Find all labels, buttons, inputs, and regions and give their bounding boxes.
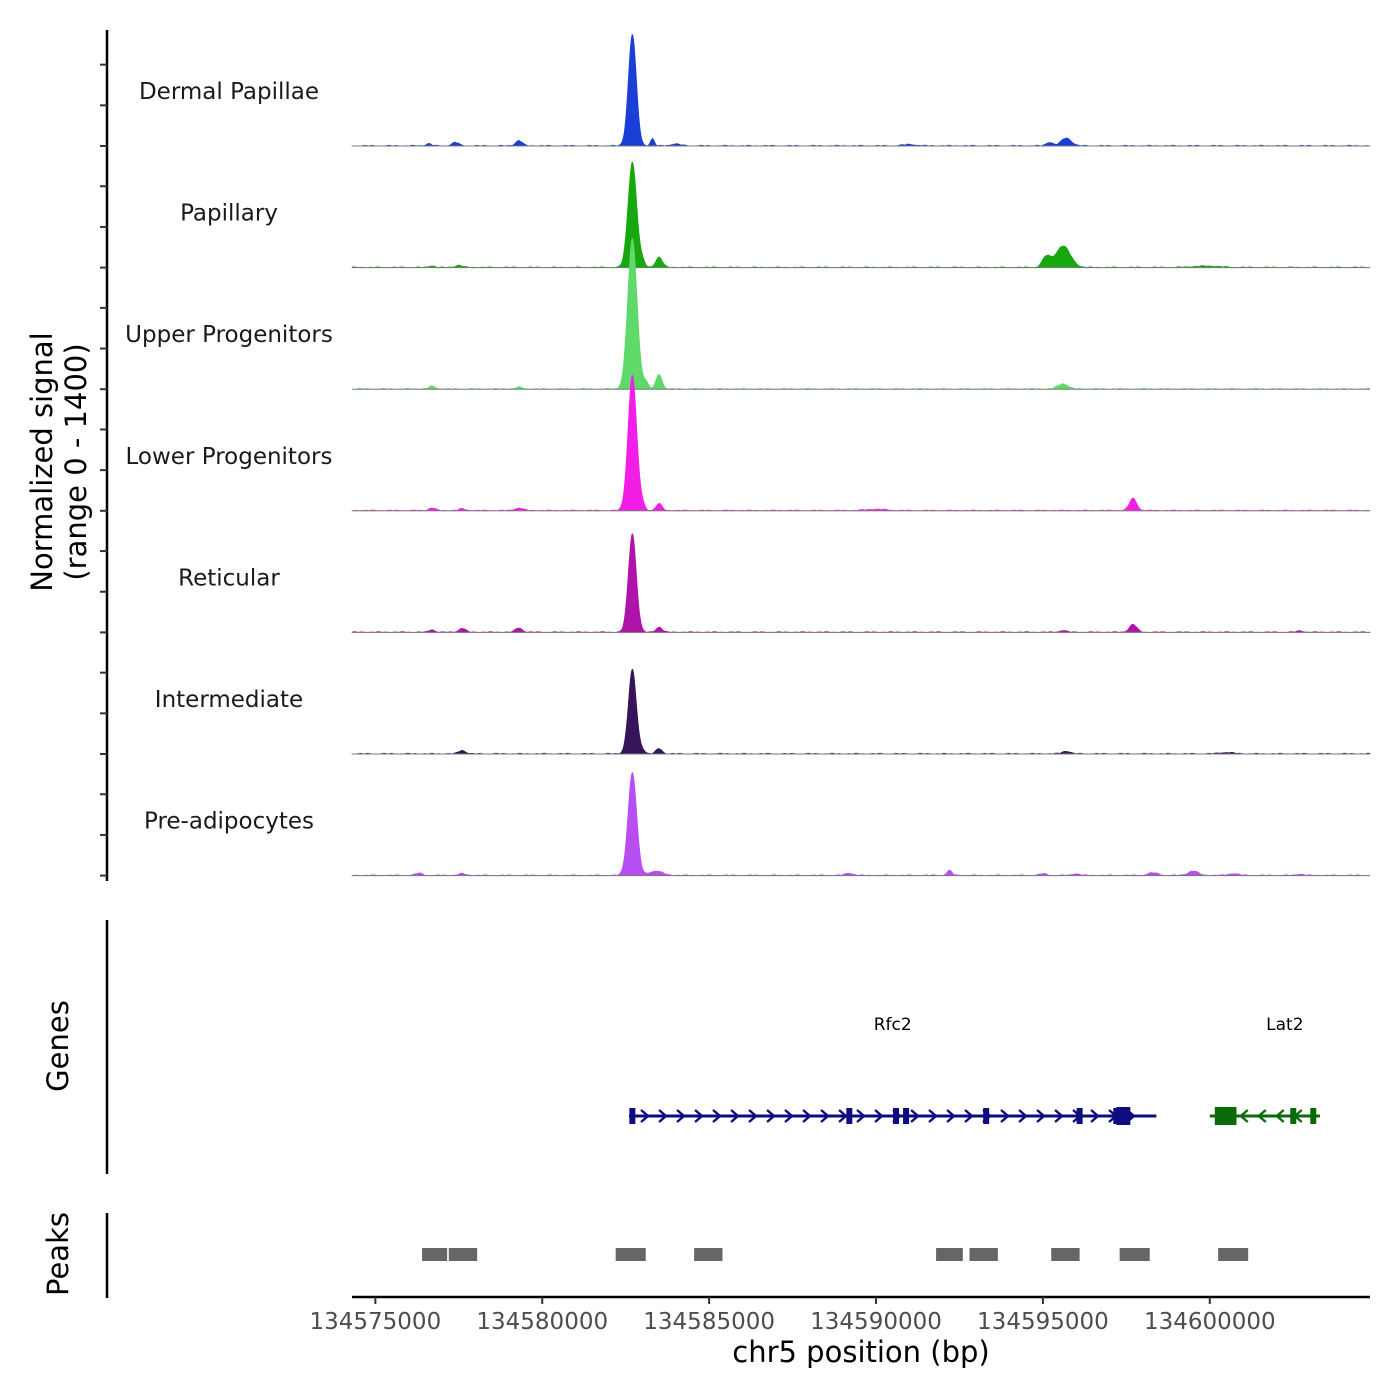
x-tick-label: 134590000 [810, 1309, 942, 1335]
genes-title-group: Genes [41, 1000, 75, 1092]
x-tick-label: 134585000 [643, 1309, 775, 1335]
genes-panel-title: Genes [41, 1000, 75, 1092]
x-tick-label: 134595000 [977, 1309, 1109, 1335]
strand-arrow [766, 1109, 776, 1123]
coverage-area [351, 533, 1371, 633]
track-label: Pre-adipocytes [144, 809, 314, 835]
coverage-tracks: Dermal Papillae Papillary Upper Progenitor… [125, 34, 1371, 877]
peak-region [1051, 1248, 1080, 1261]
strand-arrow [928, 1109, 938, 1123]
strand-arrow [1018, 1109, 1028, 1123]
strand-arrow [802, 1109, 812, 1123]
strand-arrow [748, 1109, 758, 1123]
track-label: Lower Progenitors [126, 444, 333, 470]
coverage-area [351, 34, 1371, 147]
peaks-panel-title: Peaks [41, 1212, 75, 1296]
strand-arrow [1274, 1109, 1285, 1123]
x-axis-title: chr5 position (bp) [732, 1335, 989, 1369]
gene-annotations: Rfc2 Lat2 [629, 1015, 1320, 1125]
strand-arrow [694, 1109, 704, 1123]
track-7: Pre-adipocytes [144, 772, 1371, 877]
strand-arrow [1054, 1109, 1064, 1123]
coverage-area [351, 772, 1371, 876]
strand-arrow [658, 1109, 668, 1123]
strand-arrow [874, 1109, 884, 1123]
track-1: Dermal Papillae [139, 34, 1371, 147]
x-axis: 134575000 134580000 134585000 134590000 1345… [310, 1297, 1276, 1335]
y-axis-ticks [100, 63, 107, 877]
exon-block [1214, 1107, 1237, 1125]
strand-arrow [640, 1109, 650, 1123]
peak-regions [422, 1248, 1249, 1261]
gene-label: Rfc2 [874, 1015, 912, 1035]
exon [629, 1108, 636, 1124]
x-tick-label: 134600000 [1144, 1309, 1276, 1335]
x-tick-label: 134580000 [476, 1309, 608, 1335]
track-label: Upper Progenitors [125, 322, 333, 348]
track-label: Papillary [180, 201, 278, 227]
track-2: Papillary [180, 161, 1371, 269]
y-axis-range: (range 0 - 1400) [59, 343, 93, 580]
track-4: Lower Progenitors [126, 374, 1371, 512]
track-3: Upper Progenitors [125, 237, 1371, 390]
exon [1310, 1108, 1317, 1124]
peak-region [1119, 1248, 1150, 1261]
strand-arrow [784, 1109, 794, 1123]
track-label: Reticular [178, 565, 280, 591]
exon [1290, 1108, 1297, 1124]
coverage-area [351, 237, 1371, 390]
strand-arrow [1036, 1109, 1046, 1123]
peak-region [448, 1248, 478, 1261]
gene-lat2: Lat2 [1209, 1015, 1320, 1125]
strand-arrow [1000, 1109, 1010, 1123]
exon [903, 1108, 910, 1124]
y-axis-title-group: Normalized signal (range 0 - 1400) [25, 332, 93, 591]
strand-arrow [946, 1109, 956, 1123]
peak-region [422, 1248, 448, 1261]
exon [893, 1108, 900, 1124]
strand-arrow [856, 1109, 866, 1123]
track-5: Reticular [178, 533, 1371, 633]
track-label: Dermal Papillae [139, 79, 319, 105]
track-label: Intermediate [155, 687, 303, 713]
strand-arrow [712, 1109, 722, 1123]
exon [846, 1108, 853, 1124]
strand-arrow [730, 1109, 740, 1123]
exon [983, 1108, 990, 1124]
track-6: Intermediate [155, 668, 1371, 755]
strand-arrow [1090, 1109, 1100, 1123]
gene-label: Lat2 [1266, 1015, 1303, 1035]
strand-arrow [910, 1109, 920, 1123]
peak-region [969, 1248, 998, 1261]
strand-arrow [838, 1109, 848, 1123]
peak-region [936, 1248, 963, 1261]
strand-arrow [820, 1109, 830, 1123]
strand-arrow [676, 1109, 686, 1123]
peak-region [694, 1248, 723, 1261]
coverage-area [351, 161, 1371, 268]
exon-block [1116, 1107, 1131, 1125]
coverage-area [351, 668, 1371, 755]
strand-arrow [1256, 1109, 1267, 1123]
strand-arrow [1238, 1109, 1249, 1123]
coverage-area [351, 374, 1371, 512]
exon [1076, 1108, 1083, 1124]
x-tick-label: 134575000 [310, 1309, 442, 1335]
peak-region [1218, 1248, 1249, 1261]
peak-region [615, 1248, 646, 1261]
y-axis-title: Normalized signal [25, 332, 59, 591]
gene-rfc2: Rfc2 [629, 1015, 1157, 1125]
strand-arrow [964, 1109, 974, 1123]
peaks-title-group: Peaks [41, 1212, 75, 1296]
